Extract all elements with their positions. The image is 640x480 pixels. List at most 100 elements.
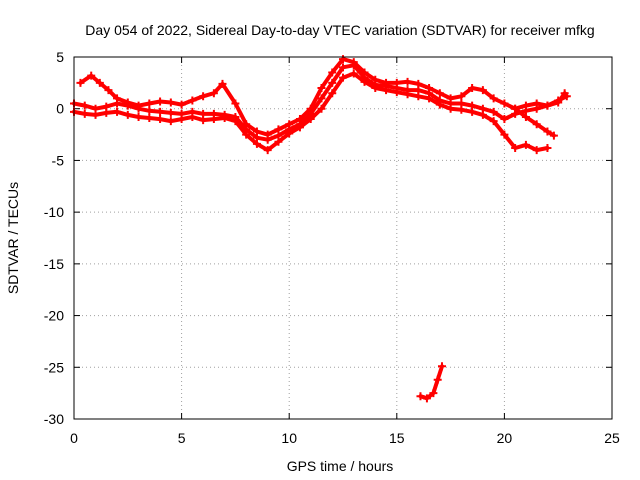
- data-point: [549, 131, 558, 140]
- data-point: [543, 144, 552, 153]
- data-point: [274, 125, 283, 134]
- data-point: [435, 89, 444, 98]
- data-point: [414, 92, 423, 101]
- data-point: [166, 98, 175, 107]
- data-point: [532, 99, 541, 108]
- data-point: [199, 116, 208, 125]
- data-point: [360, 68, 369, 77]
- series-outlier-arc: [416, 362, 446, 403]
- data-point: [349, 69, 358, 78]
- data-point: [285, 129, 294, 138]
- data-point: [468, 84, 477, 93]
- data-point: [80, 109, 89, 118]
- data-series: [70, 55, 571, 403]
- data-point: [317, 84, 326, 93]
- data-point: [145, 106, 154, 115]
- data-point: [468, 107, 477, 116]
- data-point: [382, 78, 391, 87]
- series-upper-band: [76, 55, 569, 139]
- series-late-branch: [511, 104, 558, 140]
- data-point: [328, 89, 337, 98]
- data-point: [532, 146, 541, 155]
- y-tick-label: -30: [44, 411, 64, 427]
- chart-title: Day 054 of 2022, Sidereal Day-to-day VTE…: [85, 22, 594, 38]
- data-point: [339, 55, 347, 64]
- data-point: [156, 97, 165, 106]
- data-point: [457, 105, 466, 114]
- data-point: [285, 120, 294, 129]
- data-point: [422, 394, 431, 403]
- data-point: [511, 144, 520, 153]
- data-point: [446, 104, 455, 113]
- data-point: [156, 115, 165, 124]
- data-point: [371, 84, 380, 93]
- data-point: [209, 115, 218, 124]
- data-point: [425, 94, 434, 103]
- data-point: [478, 86, 487, 95]
- data-point: [231, 99, 240, 108]
- x-tick-label: 5: [178, 430, 186, 446]
- data-point: [328, 78, 337, 87]
- data-point: [446, 94, 455, 103]
- data-point: [554, 98, 563, 107]
- data-point: [156, 107, 165, 116]
- data-point: [560, 89, 569, 98]
- data-point: [360, 77, 369, 86]
- data-point: [218, 79, 227, 88]
- data-point: [543, 127, 552, 136]
- data-point: [437, 362, 446, 371]
- data-point: [403, 90, 412, 99]
- data-point: [295, 123, 304, 132]
- x-tick-label: 25: [604, 430, 620, 446]
- data-point: [328, 68, 337, 77]
- y-tick-label: -20: [44, 308, 64, 324]
- data-point: [177, 100, 186, 109]
- data-point: [252, 139, 261, 148]
- data-point: [489, 117, 498, 126]
- x-tick-label: 20: [497, 430, 513, 446]
- data-point: [403, 77, 412, 86]
- y-tick-label: 0: [56, 101, 64, 117]
- data-point: [317, 104, 326, 113]
- data-point: [414, 79, 423, 88]
- data-point: [104, 86, 113, 95]
- data-point: [188, 112, 197, 121]
- data-point: [80, 101, 89, 110]
- data-point: [91, 110, 100, 119]
- data-point: [435, 100, 444, 109]
- data-point: [457, 92, 466, 101]
- data-point: [306, 115, 315, 124]
- data-point: [317, 94, 326, 103]
- data-point: [500, 130, 509, 139]
- data-point: [113, 107, 122, 116]
- y-tick-label: -15: [44, 256, 64, 272]
- data-point: [478, 110, 487, 119]
- x-tick-label: 0: [70, 430, 78, 446]
- data-point: [392, 88, 401, 97]
- y-tick-label: -25: [44, 359, 64, 375]
- data-point: [87, 71, 96, 80]
- data-point: [416, 392, 425, 401]
- data-point: [177, 115, 186, 124]
- x-tick-labels: 0 5 10 15 20 25: [70, 430, 620, 446]
- data-point: [263, 146, 272, 155]
- y-tick-label: -5: [52, 152, 65, 168]
- data-point: [113, 94, 122, 103]
- data-point: [242, 130, 251, 139]
- data-point: [166, 117, 175, 126]
- data-point: [166, 108, 175, 117]
- y-axis-label: SDTVAR / TECUs: [5, 182, 21, 294]
- data-point: [242, 120, 251, 129]
- data-point: [371, 75, 380, 84]
- data-point: [339, 63, 347, 72]
- data-point: [543, 101, 552, 110]
- data-point: [349, 58, 358, 67]
- data-point: [274, 137, 283, 146]
- data-point: [425, 84, 434, 93]
- data-point: [188, 96, 197, 105]
- data-point: [76, 78, 85, 87]
- data-point: [500, 115, 509, 124]
- data-point: [489, 94, 498, 103]
- data-point: [123, 98, 132, 107]
